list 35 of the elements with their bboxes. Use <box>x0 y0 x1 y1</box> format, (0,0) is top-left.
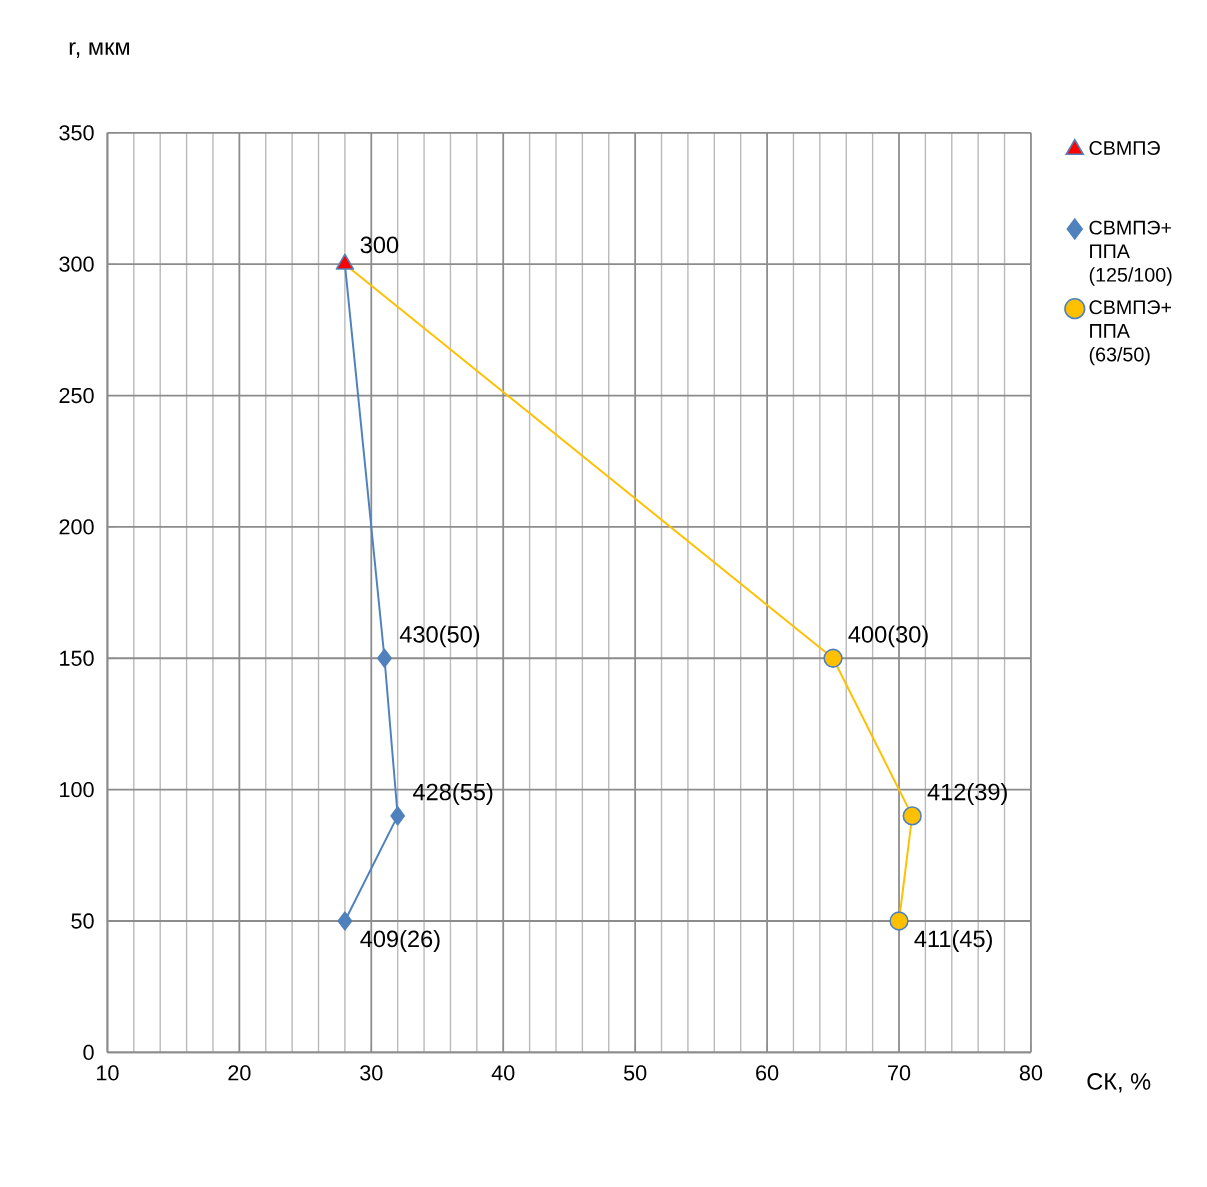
annotation: 411(45) <box>914 929 992 952</box>
x-tick-label: 60 <box>756 1065 779 1081</box>
point <box>889 911 909 931</box>
y-tick-label: 50 <box>71 913 94 929</box>
annotation: 428(55) <box>413 782 493 805</box>
point <box>823 648 843 668</box>
y-tick-label: 300 <box>59 256 94 272</box>
y-tick-label: 350 <box>59 125 94 141</box>
x-tick-label: 70 <box>888 1065 911 1081</box>
x-tick-label: 10 <box>97 1065 119 1081</box>
legend-label: СВМПЭ+ ППА (125/100) <box>1089 220 1172 286</box>
y-tick-label: 0 <box>83 1044 94 1060</box>
annotation: 400(30) <box>848 625 928 648</box>
y-tick-label: 100 <box>60 781 94 798</box>
y-tick-label: 150 <box>60 650 94 666</box>
x-tick-label: 50 <box>623 1065 647 1081</box>
x-tick-label: 20 <box>228 1065 251 1081</box>
annotation: 430(50) <box>399 625 480 648</box>
legend-label: СВМПЭ <box>1089 141 1160 155</box>
point <box>335 253 355 270</box>
point <box>902 806 922 826</box>
point <box>337 911 353 931</box>
legend-label: СВМПЭ+ ППА (63/50) <box>1089 300 1172 366</box>
point <box>390 806 406 826</box>
data-label: 300 <box>360 236 399 254</box>
x-tick-label: 40 <box>491 1065 515 1081</box>
x-axis-title: СК, % <box>1087 1073 1151 1093</box>
x-tick-label: 80 <box>1019 1065 1043 1081</box>
annotation: 409(26) <box>360 929 440 952</box>
y-tick-label: 200 <box>59 519 94 535</box>
point <box>377 648 392 668</box>
y-axis-title: r, мкм <box>69 42 130 58</box>
annotation: 412(39) <box>927 782 1007 805</box>
y-tick-label: 250 <box>59 387 94 404</box>
x-tick-label: 30 <box>360 1065 383 1081</box>
